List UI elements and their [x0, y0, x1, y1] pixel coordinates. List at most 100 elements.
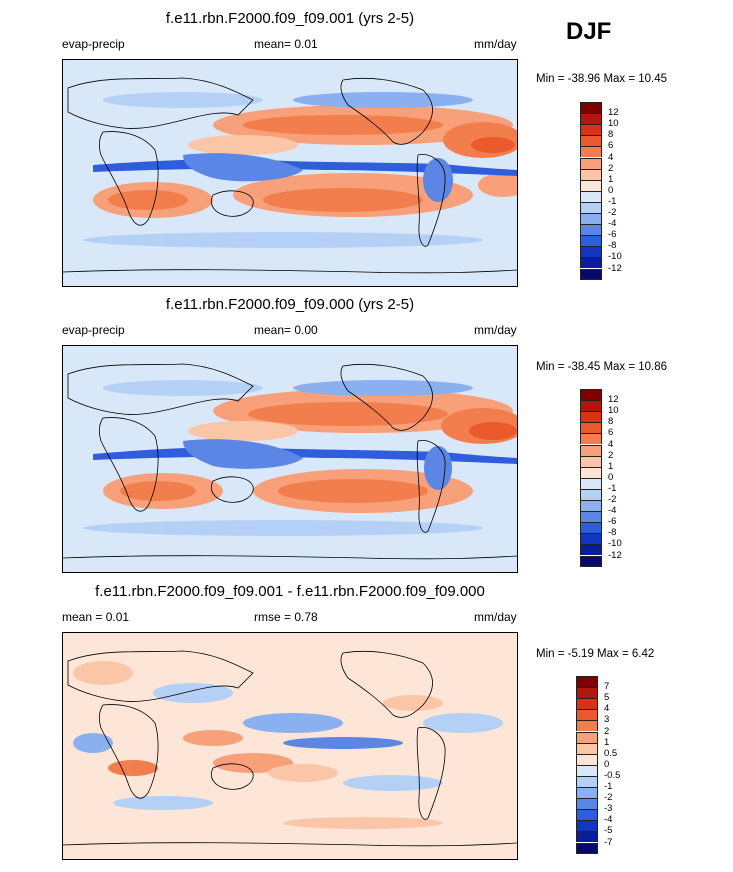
panel-1-map-plot: [63, 60, 517, 286]
colorbar-swatch: [576, 787, 598, 799]
panel-2-mean-label: mean= 0.00: [254, 323, 318, 337]
colorbar-tick-label: -6: [608, 229, 617, 241]
colorbar-swatch: [580, 113, 602, 125]
panel-1-title: f.e11.rbn.F2000.f09_f09.001 (yrs 2-5): [165, 10, 415, 27]
panel-2-variable-label: evap-precip: [62, 323, 125, 337]
colorbar-swatch: [580, 157, 602, 169]
colorbar-tick-label: -4: [608, 505, 617, 517]
colorbar-swatch: [576, 775, 598, 787]
colorbar-tick-label: 12: [608, 394, 619, 406]
colorbar-tick-label: 0.5: [604, 747, 618, 759]
colorbar-tick-label: 4: [604, 703, 610, 715]
colorbar-swatch: [580, 124, 602, 136]
colorbar-swatch: [576, 831, 598, 843]
panel-2-map-plot: [63, 346, 517, 572]
colorbar-swatch: [580, 477, 602, 489]
colorbar-swatch: [580, 522, 602, 534]
colorbar-swatch: [580, 135, 602, 147]
colorbar-tick-label: -3: [604, 803, 613, 815]
colorbar-swatch: [580, 246, 602, 258]
colorbar-tick-label: 10: [608, 118, 619, 130]
colorbar-tick-label: 4: [608, 438, 614, 450]
colorbar-tick-label: 0: [608, 471, 614, 483]
colorbar-swatch: [576, 720, 598, 732]
panel-1-map: [62, 59, 518, 287]
colorbar-swatch: [580, 544, 602, 556]
colorbar-tick-label: -12: [608, 262, 622, 274]
panel-2-minmax: Min = -38.45 Max = 10.86: [536, 361, 668, 373]
colorbar-swatch: [580, 224, 602, 236]
colorbar-tick-label: -1: [608, 195, 617, 207]
colorbar-tick-label: -1: [604, 781, 613, 792]
colorbar-tick-label: -0.5: [604, 769, 621, 781]
colorbar-swatch: [580, 146, 602, 158]
colorbar-tick-label: 1: [608, 173, 614, 185]
colorbar-tick-label: 8: [608, 129, 614, 141]
colorbar-tick-label: -12: [608, 549, 622, 561]
colorbar-tick-label: -5: [604, 825, 613, 837]
colorbar-tick-label: 2: [608, 162, 614, 174]
colorbar-swatch: [580, 168, 602, 180]
panel-2-map: [62, 345, 518, 573]
colorbar-swatch: [580, 488, 602, 500]
colorbar-tick-label: 6: [608, 427, 614, 439]
colorbar-tick-label: -4: [604, 814, 613, 826]
colorbar-tick-label: -8: [608, 240, 617, 252]
colorbar-swatch: [580, 444, 602, 456]
colorbar-swatch: [580, 411, 602, 423]
panel-1-colorbar: 12 10 8 6 4 2 1 0 -1 -2 -4 -6 -8 -10 -12: [580, 102, 640, 280]
colorbar-swatch: [576, 742, 598, 754]
panel-3-map-plot: [63, 633, 517, 859]
colorbar-tick-label: 10: [608, 405, 619, 417]
colorbar-swatch: [576, 731, 598, 743]
colorbar-swatch: [580, 102, 602, 114]
panel-3-units-label: mm/day: [474, 610, 517, 624]
colorbar-swatch: [576, 764, 598, 776]
colorbar-swatch: [580, 257, 602, 269]
colorbar-tick-label: -6: [608, 516, 617, 528]
colorbar-swatch: [580, 213, 602, 225]
colorbar-swatch: [580, 235, 602, 247]
colorbar-tick-label: 1: [604, 736, 610, 748]
colorbar-swatch: [576, 809, 598, 821]
colorbar-tick-label: -8: [608, 527, 617, 539]
colorbar-tick-label: 8: [608, 416, 614, 428]
colorbar-swatch: [576, 753, 598, 765]
colorbar-swatch: [580, 555, 602, 567]
colorbar-tick-label: 4: [608, 151, 614, 163]
colorbar-tick-label: 2: [608, 449, 614, 461]
colorbar-tick-label: -2: [604, 792, 613, 804]
colorbar-tick-label: -10: [608, 538, 622, 550]
colorbar-swatch: [580, 400, 602, 412]
panel-2-title: f.e11.rbn.F2000.f09_f09.000 (yrs 2-5): [165, 296, 415, 313]
panel-1-variable-label: evap-precip: [62, 37, 125, 51]
panel-3-mean-label: mean = 0.01: [62, 610, 130, 624]
colorbar-tick-label: 0: [604, 758, 610, 770]
panel-1-minmax: Min = -38.96 Max = 10.45: [536, 73, 668, 85]
colorbar-swatch: [576, 676, 598, 688]
colorbar-tick-label: 1: [608, 460, 614, 472]
colorbar-swatch: [576, 820, 598, 832]
panel-1-units-label: mm/day: [474, 37, 517, 51]
colorbar-tick-label: 6: [608, 140, 614, 152]
colorbar-swatch: [580, 500, 602, 512]
colorbar-swatch: [580, 533, 602, 545]
colorbar-tick-label: -4: [608, 218, 617, 230]
panel-3-minmax: Min = -5.19 Max = 6.42: [536, 648, 655, 660]
colorbar-swatch: [580, 455, 602, 467]
season-label: DJF: [566, 18, 612, 45]
colorbar-swatch: [580, 422, 602, 434]
colorbar-swatch: [576, 842, 598, 854]
panel-3-title: f.e11.rbn.F2000.f09_f09.001 - f.e11.rbn.…: [95, 583, 485, 600]
colorbar-swatch: [576, 798, 598, 810]
colorbar-tick-label: 3: [604, 714, 610, 726]
panel-2-colorbar: 12 10 8 6 4 2 1 0 -1 -2 -4 -6 -8 -10 -12: [580, 389, 640, 567]
panel-3-rmse-label: rmse = 0.78: [254, 610, 318, 624]
colorbar-tick-label: 12: [608, 107, 619, 119]
colorbar-tick-label: 5: [604, 692, 610, 704]
panel-1-mean-label: mean= 0.01: [254, 37, 318, 51]
panel-3-colorbar: 7 5 4 3 2 1 0.5 0 -0.5 -1 -2 -3 -4 -5 -7: [576, 676, 636, 854]
colorbar-tick-label: 0: [608, 184, 614, 196]
colorbar-swatch: [580, 466, 602, 478]
colorbar-tick-label: -2: [608, 207, 617, 218]
